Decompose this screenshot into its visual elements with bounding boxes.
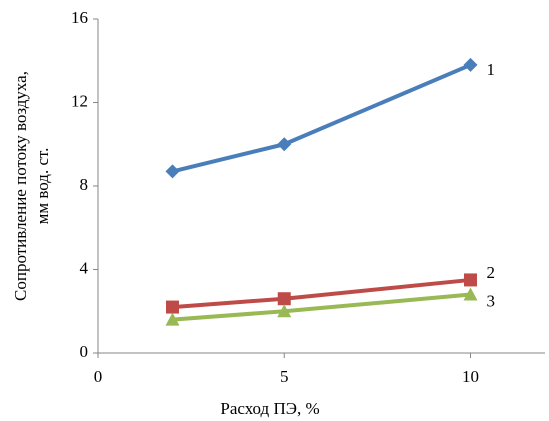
series-line (172, 277, 471, 310)
marker (277, 137, 292, 152)
marker (277, 304, 292, 318)
x-tick-label: 10 (462, 367, 479, 386)
x-tick-label: 5 (280, 367, 289, 386)
series-line (172, 63, 472, 174)
y-tick-label: 12 (71, 91, 88, 110)
marker (464, 273, 477, 287)
y-axis-label: Сопротивление потоку воздуха, (11, 71, 30, 301)
series-label: 3 (487, 291, 496, 310)
series-label: 1 (487, 60, 496, 79)
marker (463, 287, 478, 301)
marker (277, 292, 291, 306)
series-label: 2 (487, 263, 496, 282)
marker (165, 164, 180, 179)
marker (166, 300, 179, 314)
y-tick-label: 16 (71, 8, 88, 27)
y-tick-label: 4 (80, 258, 89, 277)
y-tick-label: 0 (80, 342, 89, 361)
x-tick-label: 0 (94, 367, 103, 386)
marker (165, 312, 180, 326)
x-axis-label: Расход ПЭ, % (220, 399, 319, 418)
marker (463, 57, 478, 72)
y-tick-label: 8 (80, 175, 89, 194)
y-axis-label: мм вод. ст. (33, 148, 52, 225)
series-line (172, 292, 471, 322)
